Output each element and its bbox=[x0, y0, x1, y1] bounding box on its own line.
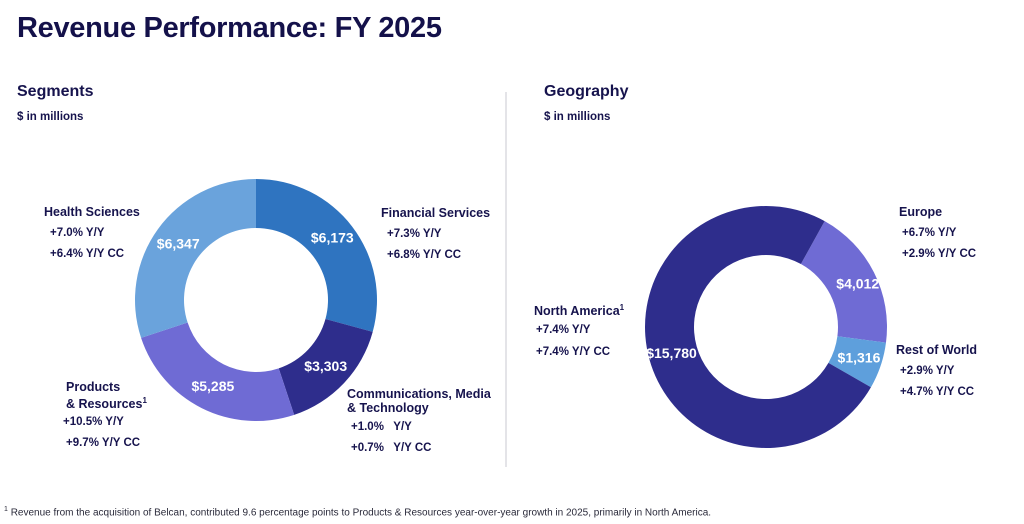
label-health-sciences: Health Sciences +7.0% Y/Y +6.4% Y/Y CC bbox=[44, 205, 140, 262]
slice-value-label: $1,316 bbox=[838, 350, 881, 366]
label-north-america: North America1 +7.4% Y/Y +7.4% Y/Y CC bbox=[534, 300, 624, 360]
label-name: Europe bbox=[899, 205, 943, 219]
donut-slice-health-sciences bbox=[135, 178, 256, 338]
label-products-resources: Products & Resources1 +10.5% Y/Y +9.7% Y… bbox=[63, 380, 147, 451]
label-yycc: +9.7% Y/Y CC bbox=[66, 437, 141, 450]
label-name: Health Sciences bbox=[44, 205, 140, 219]
label-name: Products bbox=[66, 380, 121, 394]
geography-title: Geography bbox=[544, 83, 629, 100]
label-name-line2: & Resources1 bbox=[66, 396, 147, 412]
donut-slice-communications-media-technology bbox=[278, 318, 373, 415]
label-name-line: North America1 bbox=[534, 303, 625, 319]
label-yycc: +6.8% Y/Y CC bbox=[387, 249, 462, 261]
label-communications-media-technology: Communications, Media & Technology +1.0%… bbox=[347, 387, 491, 456]
geography-subtitle: $ in millions bbox=[544, 111, 611, 123]
donut-slice-north-america bbox=[645, 205, 871, 449]
label-name: Communications, Media bbox=[347, 387, 491, 401]
label-europe: Europe +6.7% Y/Y +2.9% Y/Y CC bbox=[899, 205, 976, 262]
label-name: Financial Services bbox=[381, 206, 491, 220]
page-title: Revenue Performance: FY 2025 bbox=[17, 12, 442, 44]
label-yy: +7.4% Y/Y bbox=[536, 324, 591, 337]
slice-value-label: $6,173 bbox=[311, 230, 354, 246]
segments-title: Segments bbox=[17, 83, 94, 100]
label-yycc: +0.7% Y/Y CC bbox=[351, 442, 432, 454]
slice-value-label: $3,303 bbox=[304, 358, 347, 374]
segments-donut: $6,173 $3,303 $5,285 $6,347 bbox=[135, 178, 377, 422]
label-yycc: +7.4% Y/Y CC bbox=[536, 346, 611, 359]
label-yy: +1.0% Y/Y bbox=[351, 421, 412, 433]
donut-slice-financial-services bbox=[256, 179, 377, 332]
footnote-marker: 1 bbox=[4, 506, 8, 513]
label-yy: +2.9% Y/Y bbox=[900, 365, 955, 377]
footnote-marker: 1 bbox=[142, 396, 147, 405]
label-yycc: +2.9% Y/Y CC bbox=[902, 248, 977, 260]
label-yycc: +6.4% Y/Y CC bbox=[50, 248, 125, 260]
donut-slice-products-resources bbox=[141, 322, 295, 422]
label-name: Rest of World bbox=[896, 343, 978, 357]
footnote-marker: 1 bbox=[619, 303, 625, 312]
section-divider bbox=[505, 92, 507, 467]
slice-value-label: $4,012 bbox=[836, 276, 879, 292]
donut-slice-rest-of-world bbox=[828, 336, 886, 388]
donut-slice-europe bbox=[800, 221, 887, 343]
label-yy: +7.3% Y/Y bbox=[387, 228, 442, 240]
label-rest-of-world: Rest of World +2.9% Y/Y +4.7% Y/Y CC bbox=[896, 343, 977, 400]
label-yy: +7.0% Y/Y bbox=[50, 227, 105, 239]
label-yy: +6.7% Y/Y bbox=[902, 227, 957, 239]
slice-value-label: $15,780 bbox=[646, 345, 697, 361]
segments-subtitle: $ in millions bbox=[17, 111, 84, 123]
geography-donut: $4,012 $1,316 $15,780 bbox=[645, 205, 887, 449]
label-yy: +10.5% Y/Y bbox=[63, 416, 124, 429]
label-financial-services: Financial Services +7.3% Y/Y +6.8% Y/Y C… bbox=[381, 206, 490, 263]
footnote-text: Revenue from the acquisition of Belcan, … bbox=[10, 507, 712, 519]
footnote: 1 Revenue from the acquisition of Belcan… bbox=[4, 506, 711, 518]
label-name-line2: & Technology bbox=[347, 401, 429, 415]
label-yycc: +4.7% Y/Y CC bbox=[900, 386, 975, 398]
slice-value-label: $5,285 bbox=[191, 378, 234, 394]
slice-value-label: $6,347 bbox=[157, 236, 200, 252]
